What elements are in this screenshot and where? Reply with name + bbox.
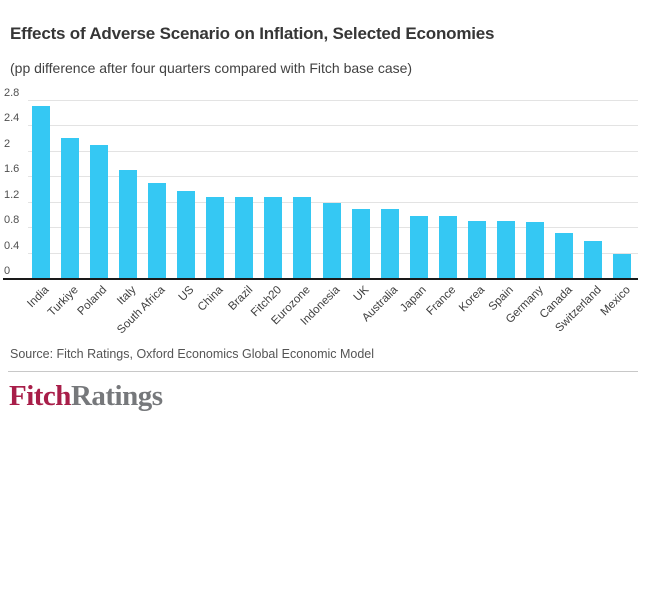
bar-uk [351, 209, 370, 278]
bar-indonesia [322, 202, 341, 278]
bar-india [32, 105, 50, 278]
logo-fitch-wordmark: Fitch [9, 380, 71, 412]
fitch-ratings-logo: FitchRatings [9, 380, 163, 412]
bar-us [177, 190, 196, 278]
y-tick-label: 0 [4, 265, 11, 277]
bar-canada [554, 233, 573, 278]
gridline [28, 150, 638, 152]
x-axis-label: China [196, 284, 226, 314]
y-tick-label: 1.2 [4, 188, 20, 201]
page-title: Effects of Adverse Scenario on Inflation… [10, 24, 495, 43]
gridline [28, 125, 638, 126]
y-tick-label: 2.4 [4, 112, 20, 124]
y-tick-label: 2.8 [4, 86, 20, 99]
bar-italy [119, 169, 138, 278]
bar-eurozone [293, 197, 312, 278]
y-tick-label: 1.6 [4, 163, 20, 175]
logo-ratings-wordmark: Ratings [70, 380, 163, 412]
y-tick-label: 0.8 [4, 214, 20, 226]
bar-south-africa [148, 183, 167, 278]
x-axis-label: Poland [75, 284, 110, 318]
bar-switzerland [583, 241, 602, 278]
x-axis-label: UK [351, 284, 372, 304]
y-tick-label: 0.4 [4, 239, 20, 252]
x-axis-label: Turkiye [45, 284, 81, 319]
bar-korea [467, 221, 486, 278]
x-axis-line [3, 277, 638, 280]
bar-spain [496, 221, 515, 278]
bar-turkiye [61, 137, 80, 278]
bar-mexico [613, 253, 631, 278]
chart-subtitle: (pp difference after four quarters compa… [10, 60, 413, 76]
source-text: Source: Fitch Ratings, Oxford Economics … [10, 347, 375, 361]
gridline [28, 176, 638, 177]
gridline [28, 99, 638, 101]
x-axis-label: France [424, 284, 459, 318]
bar-germany [525, 221, 544, 278]
gridline [28, 201, 638, 203]
y-tick-label: 2 [4, 137, 11, 150]
bar-fitch20 [264, 197, 283, 278]
bar-france [438, 215, 457, 278]
bar-brazil [235, 197, 254, 278]
bar-australia [380, 209, 399, 278]
x-axis-label: Italy [115, 284, 139, 308]
bar-poland [90, 145, 109, 278]
bar-chart: 0 0.4 0.8 1.2 1.6 2 2.4 2.8 India Turkiye Poland It… [0, 86, 648, 350]
bar-japan [409, 215, 428, 278]
x-axis-label: Mexico [598, 284, 633, 319]
x-axis-label: US [176, 284, 197, 304]
bar-china [206, 197, 225, 278]
x-axis-label: Korea [457, 284, 488, 315]
footer-divider [8, 371, 638, 372]
